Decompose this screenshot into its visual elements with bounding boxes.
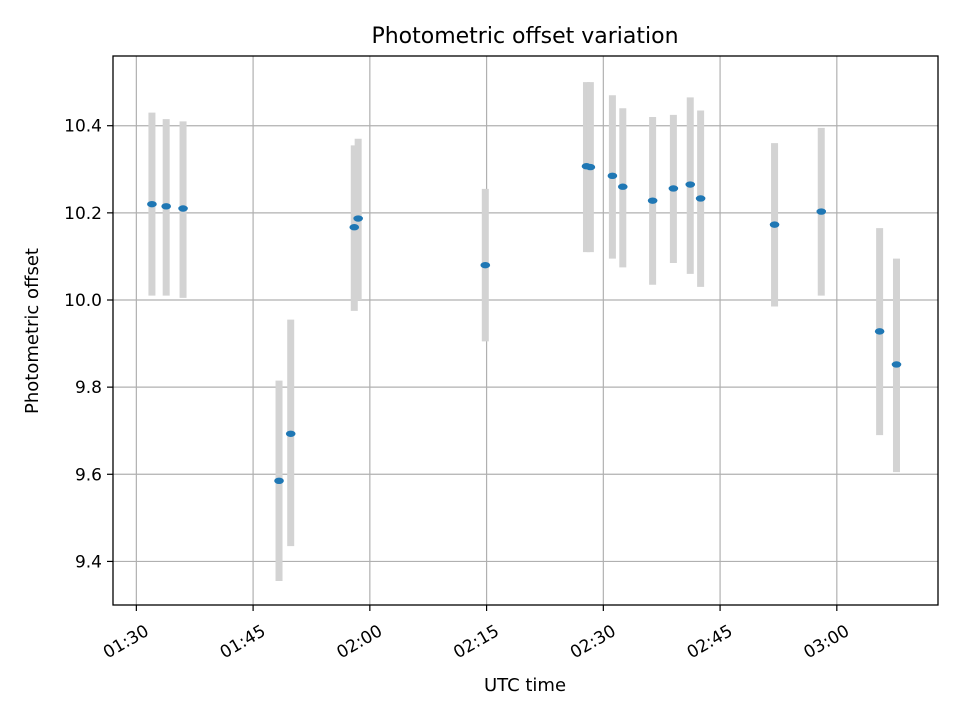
x-tick-label: 03:00 xyxy=(801,621,853,663)
data-point xyxy=(668,185,679,192)
data-point xyxy=(353,215,363,222)
data-point xyxy=(617,183,628,190)
y-axis-ticks: 9.4 9.6 9.8 10.0 10.2 10.4 xyxy=(64,117,113,572)
plot-frame xyxy=(112,55,939,606)
data-point xyxy=(480,261,491,269)
error-bars xyxy=(148,82,900,582)
x-tick-label: 02:45 xyxy=(684,621,736,663)
data-point xyxy=(161,203,171,210)
y-axis-label: Photometric offset xyxy=(22,248,43,414)
data-point xyxy=(874,328,885,335)
data-point xyxy=(178,205,188,212)
y-tick-label: 9.8 xyxy=(75,378,102,398)
x-tick-label: 02:30 xyxy=(567,621,619,663)
chart-title: Photometric offset variation xyxy=(371,24,678,49)
data-point xyxy=(585,163,596,171)
data-point xyxy=(285,430,296,437)
grid xyxy=(113,56,938,605)
x-tick-label: 01:30 xyxy=(100,621,152,663)
x-axis-label: UTC time xyxy=(484,675,566,696)
y-tick-label: 9.4 xyxy=(75,552,102,572)
data-points xyxy=(147,163,902,485)
data-point xyxy=(769,221,780,228)
data-point xyxy=(891,361,902,368)
x-tick-label: 02:15 xyxy=(450,621,502,663)
y-tick-label: 10.2 xyxy=(64,204,102,224)
x-tick-label: 02:00 xyxy=(334,621,386,663)
y-tick-label: 10.4 xyxy=(64,117,102,137)
data-point xyxy=(816,208,827,215)
data-point xyxy=(349,224,360,231)
data-point xyxy=(695,195,706,202)
data-point xyxy=(147,200,157,208)
data-point xyxy=(647,197,658,204)
data-point xyxy=(685,181,696,188)
x-axis-ticks: 01:30 01:45 02:00 02:15 02:30 02:45 03:00 xyxy=(100,605,853,663)
y-tick-label: 9.6 xyxy=(75,465,102,485)
x-tick-label: 01:45 xyxy=(217,621,269,663)
data-point xyxy=(274,477,284,485)
y-tick-label: 10.0 xyxy=(64,291,102,311)
data-point xyxy=(607,172,618,180)
